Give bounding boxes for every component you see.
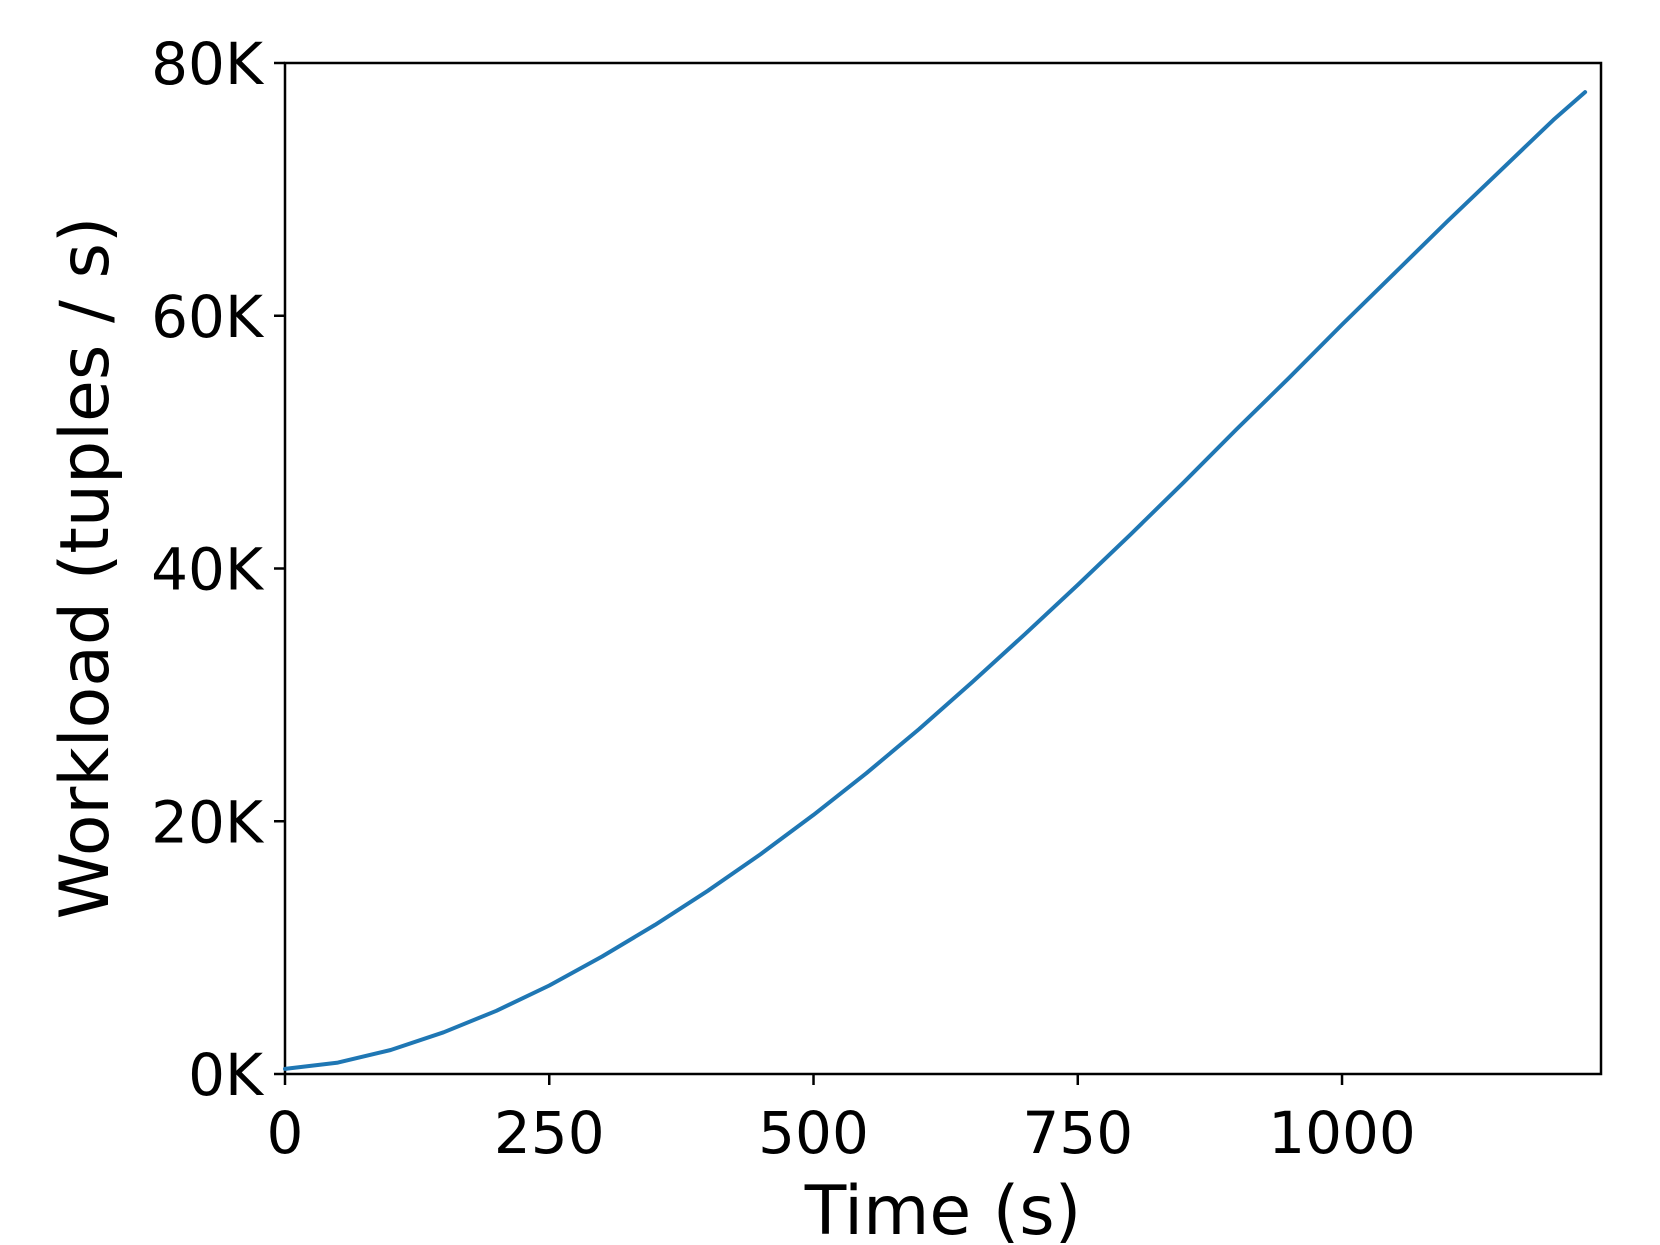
y-axis-label: Workload (tuples / s) <box>46 217 125 920</box>
x-tick-label: 250 <box>494 1099 605 1167</box>
y-tick-label: 0K <box>188 1041 265 1109</box>
plot-frame <box>283 61 1603 1076</box>
series-line <box>283 90 1588 1071</box>
y-tick-label: 40K <box>151 536 265 604</box>
x-tick-label: 750 <box>1022 1099 1133 1167</box>
x-tick-label: 0 <box>267 1099 304 1167</box>
x-tick-label: 1000 <box>1268 1099 1416 1167</box>
y-tick-label: 60K <box>151 283 265 351</box>
y-axis-ticks: 0K 20K 40K 60K 80K <box>151 30 285 1109</box>
x-axis-label: Time (s) <box>804 1172 1082 1245</box>
x-tick-label: 500 <box>758 1099 869 1167</box>
y-tick-label: 80K <box>151 30 265 98</box>
x-axis-ticks: 0 250 500 750 1000 <box>267 1074 1416 1167</box>
series-layer <box>283 90 1588 1071</box>
y-tick-label: 20K <box>151 788 265 856</box>
